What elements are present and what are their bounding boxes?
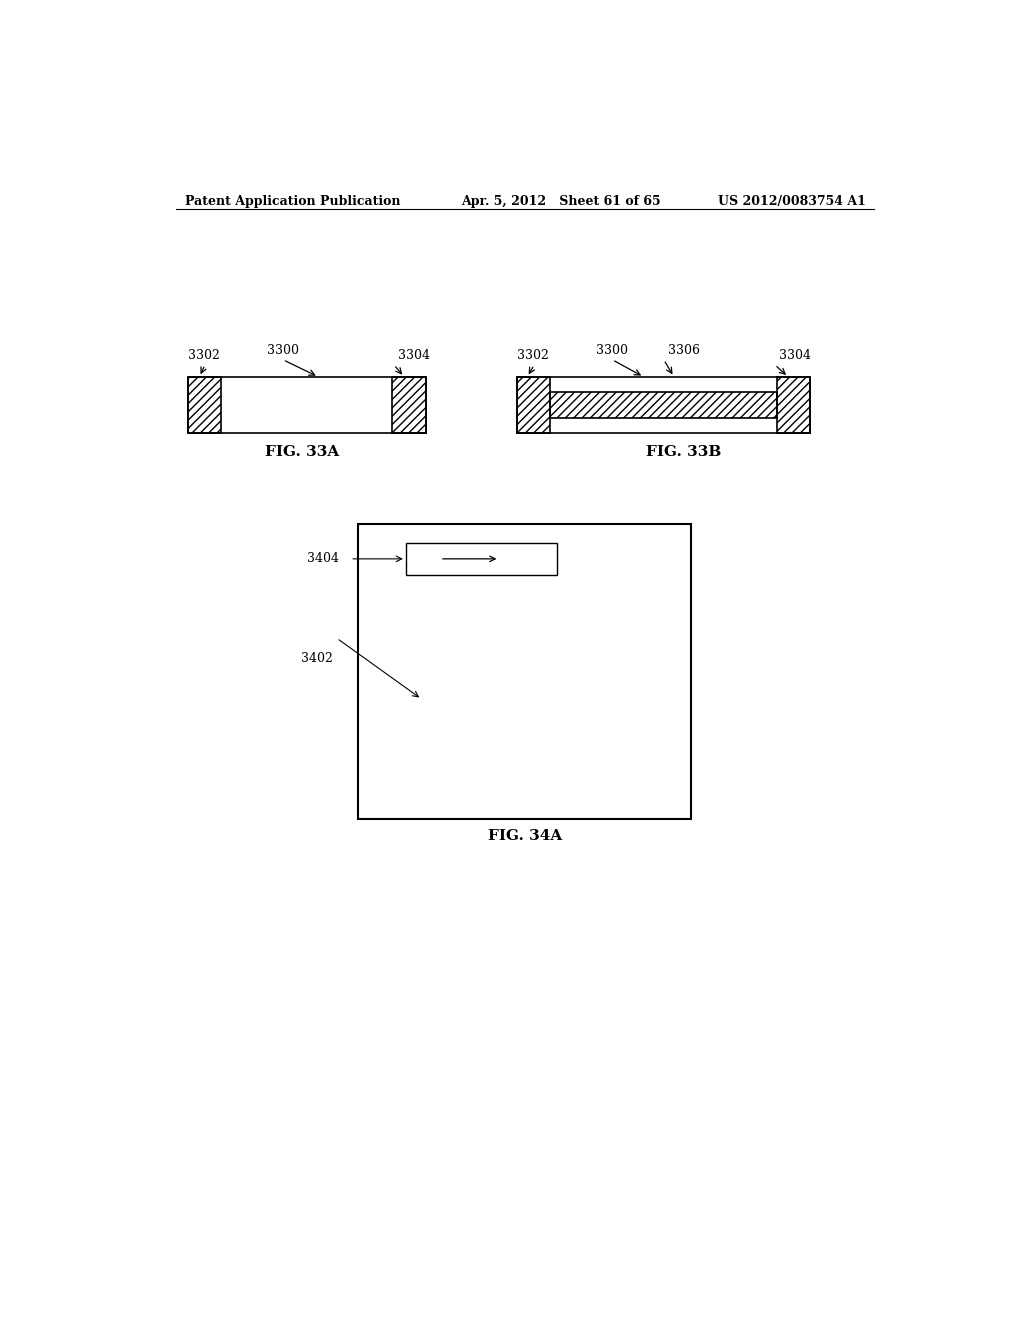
Text: FIG. 33A: FIG. 33A [265,445,340,459]
Text: FIG. 33B: FIG. 33B [646,445,721,459]
Bar [550,392,777,417]
Text: 3300: 3300 [267,343,299,356]
Bar [517,378,550,433]
Text: 3302: 3302 [517,348,549,362]
Text: 3300: 3300 [596,343,628,356]
Text: Apr. 5, 2012   Sheet 61 of 65: Apr. 5, 2012 Sheet 61 of 65 [461,195,660,209]
Bar [187,378,426,433]
Text: Patent Application Publication: Patent Application Publication [185,195,400,209]
Bar [392,378,426,433]
Bar [517,378,811,433]
Text: FIG. 34A: FIG. 34A [487,829,562,843]
Text: 3404: 3404 [306,552,339,565]
Text: US 2012/0083754 A1: US 2012/0083754 A1 [718,195,866,209]
Bar [187,378,221,433]
Bar [358,524,691,818]
Text: 3402: 3402 [301,652,333,665]
Text: 3302: 3302 [187,348,219,362]
Text: 3306: 3306 [668,343,699,356]
Text: 3304: 3304 [778,348,811,362]
Text: 3304: 3304 [397,348,430,362]
Bar [777,378,811,433]
Bar [406,543,557,576]
